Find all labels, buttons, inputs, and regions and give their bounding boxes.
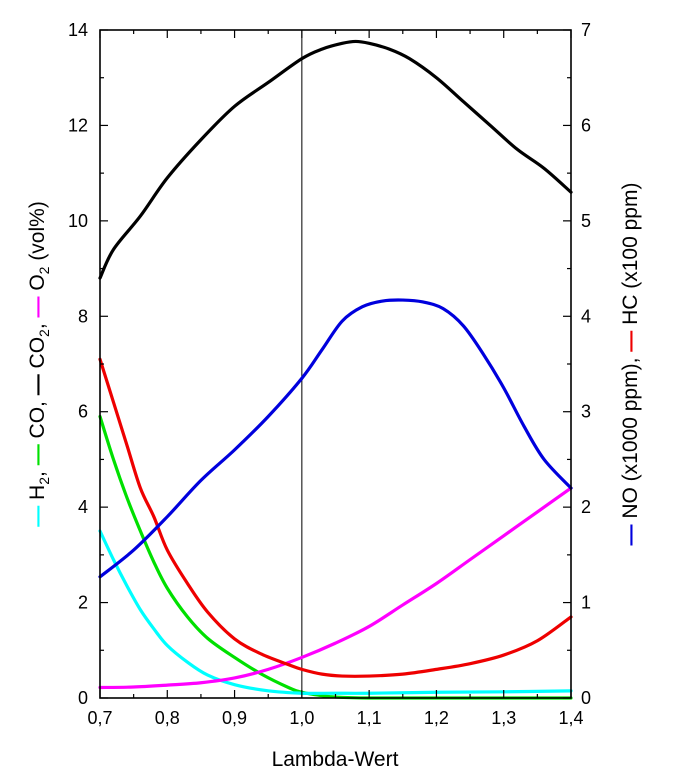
x-tick-label: 1,0 (289, 708, 314, 728)
axis-title-part: HC (x100 ppm) (619, 183, 642, 325)
x-axis-title: Lambda-Wert (272, 748, 399, 771)
legend-line-marker: — (26, 438, 49, 471)
axis-title-subscript: 2 (36, 329, 52, 337)
x-tick-label: 0,7 (87, 708, 112, 728)
y-right-tick-label: 2 (581, 497, 591, 517)
axis-title-part: H (26, 485, 49, 500)
y-left-tick-label: 10 (68, 211, 88, 231)
left-title-text: — H2, — CO, — CO2, — O2 (vol%) (26, 201, 52, 527)
y-left-tick-label: 12 (68, 115, 88, 135)
series-line-no (98, 298, 573, 579)
y-left-tick-label: 8 (78, 306, 88, 326)
y-right-tick-label: 5 (581, 211, 591, 231)
x-tick-label: 1,1 (357, 708, 382, 728)
x-tick-label: 1,2 (424, 708, 449, 728)
y-right-tick-label: 0 (581, 688, 591, 708)
y-right-tick-label: 7 (581, 20, 591, 40)
legend-line-marker: — (619, 325, 642, 358)
x-tick-label: 1,3 (491, 708, 516, 728)
series-line-co2 (98, 39, 573, 280)
right-axis-title: — NO (x1000 ppm), — HC (x100 ppm) (619, 183, 642, 546)
right-title-text: — NO (x1000 ppm), — HC (x100 ppm) (619, 183, 642, 546)
series-line-hc (98, 357, 573, 678)
legend-line-marker: — (26, 500, 49, 527)
axis-title-suffix: (vol%) (26, 201, 49, 266)
left-axis-title: — H2, — CO, — CO2, — O2 (vol%) (26, 201, 52, 527)
y-right-tick-label: 6 (581, 115, 591, 135)
series-line-h2 (98, 529, 573, 696)
y-left-tick-label: 0 (78, 688, 88, 708)
series-line-o2 (98, 486, 573, 690)
x-tick-label: 1,4 (558, 708, 583, 728)
axis-title-part: NO (x1000 ppm), (619, 358, 642, 519)
axis-title-part: CO (26, 337, 49, 369)
axis-title-subscript: 2 (36, 477, 52, 485)
plot-frame (99, 29, 572, 699)
y-right-tick-label: 3 (581, 402, 591, 422)
x-tick-label: 0,8 (155, 708, 180, 728)
series-layer (98, 39, 573, 700)
y-left-tick-label: 14 (68, 20, 88, 40)
y-left-tick-label: 2 (78, 593, 88, 613)
axis-title-suffix: , (26, 471, 49, 477)
legend-line-marker: — (26, 291, 49, 324)
legend-line-marker: — (619, 519, 642, 546)
axis-title-suffix: , (26, 323, 49, 329)
axis-title-suffix: , (26, 401, 49, 407)
axis-title-part: CO (26, 407, 49, 439)
axis-title-part: O (26, 274, 49, 290)
axis-layer: 0,7 0,8 0,9 1,0 1,1 1,2 1,3 1,40246810121401234… (68, 20, 591, 728)
y-right-tick-label: 4 (581, 306, 591, 326)
y-right-tick-label: 1 (581, 593, 591, 613)
legend-line-marker: — (26, 368, 49, 401)
x-tick-label: 0,9 (222, 708, 247, 728)
axis-title-subscript: 2 (36, 266, 52, 274)
y-left-tick-label: 6 (78, 402, 88, 422)
y-left-tick-label: 4 (78, 497, 88, 517)
